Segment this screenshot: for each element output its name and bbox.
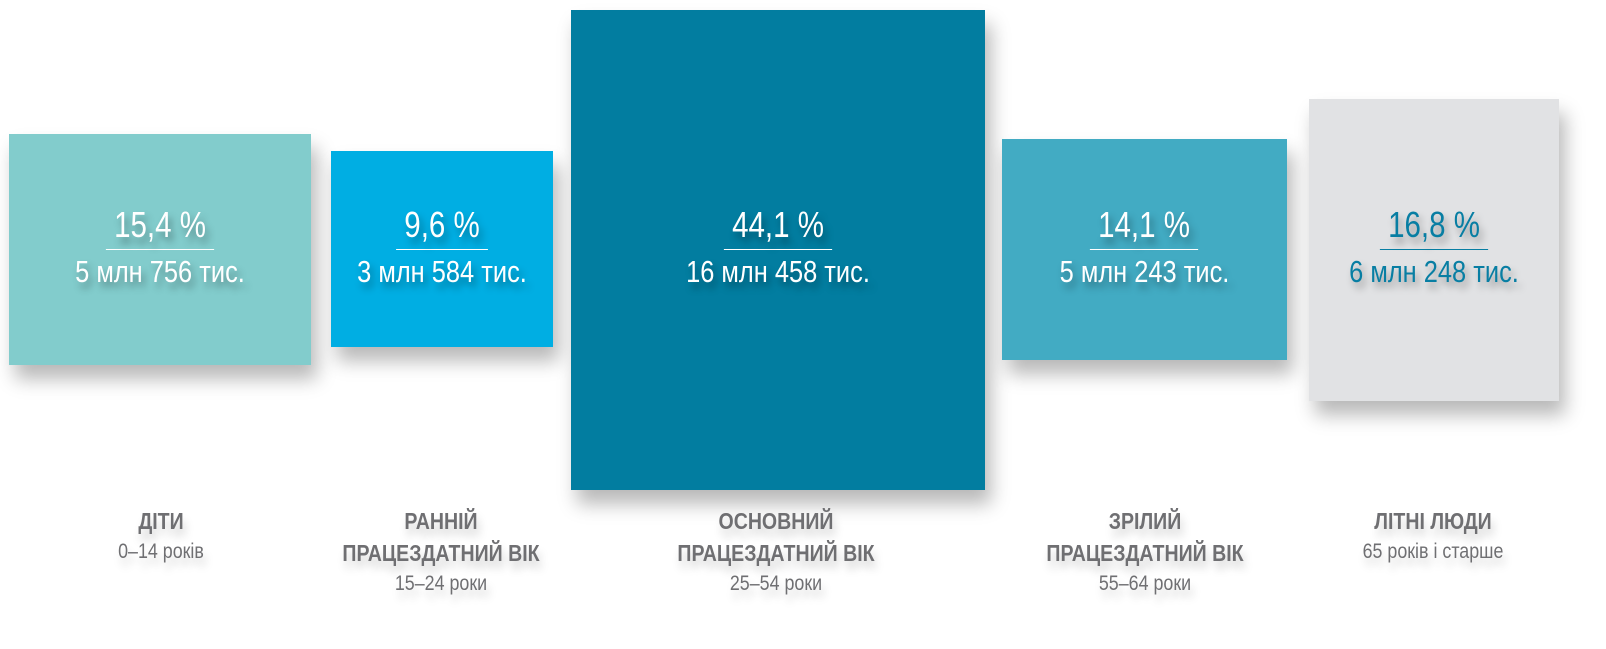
group-name-line1: ДІТИ xyxy=(138,508,184,534)
group-label: ЗРІЛИЙ ПРАЦЕЗДАТНИЙ ВІК 55–64 роки xyxy=(985,505,1305,599)
count-label: 6 млн 248 тис. xyxy=(1349,254,1519,289)
percent-label: 44,1 % xyxy=(723,205,833,250)
group-label: РАННІЙ ПРАЦЕЗДАТНИЙ ВІК 15–24 роки xyxy=(281,505,601,599)
age-range: 25–54 роки xyxy=(729,572,823,595)
count-label: 16 млн 458 тис. xyxy=(686,254,870,289)
percent-label: 14,1 % xyxy=(1090,205,1199,250)
group-box: 9,6 % 3 млн 584 тис. xyxy=(331,151,553,347)
group-name-line2: ПРАЦЕЗДАТНИЙ ВІК xyxy=(1046,540,1244,566)
age-range: 15–24 роки xyxy=(394,572,488,595)
percent-label: 15,4 % xyxy=(105,205,215,250)
age-range: 65 років і старше xyxy=(1362,540,1504,563)
group-name-line1: ЗРІЛИЙ xyxy=(1108,508,1182,534)
group-name-line1: ОСНОВНИЙ xyxy=(718,508,834,534)
count-label: 3 млн 584 тис. xyxy=(357,254,527,289)
group-box: 16,8 % 6 млн 248 тис. xyxy=(1309,99,1559,401)
group-label: ЛІТНІ ЛЮДИ 65 років і старше xyxy=(1273,505,1593,567)
group-box: 15,4 % 5 млн 756 тис. xyxy=(9,134,311,365)
group-name-line2: ПРАЦЕЗДАТНИЙ ВІК xyxy=(342,540,540,566)
group-name-line1: ЛІТНІ ЛЮДИ xyxy=(1374,508,1492,534)
percent-label: 16,8 % xyxy=(1379,205,1489,250)
age-range: 55–64 роки xyxy=(1098,572,1192,595)
group-name-line2: ПРАЦЕЗДАТНИЙ ВІК xyxy=(677,540,875,566)
group-name-line1: РАННІЙ xyxy=(404,508,478,534)
count-label: 5 млн 243 тис. xyxy=(1059,254,1230,289)
percent-label: 9,6 % xyxy=(396,205,488,250)
group-label: ОСНОВНИЙ ПРАЦЕЗДАТНИЙ ВІК 25–54 роки xyxy=(616,505,936,599)
group-label: ДІТИ 0–14 років xyxy=(1,505,321,567)
group-box: 14,1 % 5 млн 243 тис. xyxy=(1002,139,1287,360)
count-label: 5 млн 756 тис. xyxy=(75,254,245,289)
age-range: 0–14 років xyxy=(118,540,204,563)
group-box: 44,1 % 16 млн 458 тис. xyxy=(571,10,985,490)
